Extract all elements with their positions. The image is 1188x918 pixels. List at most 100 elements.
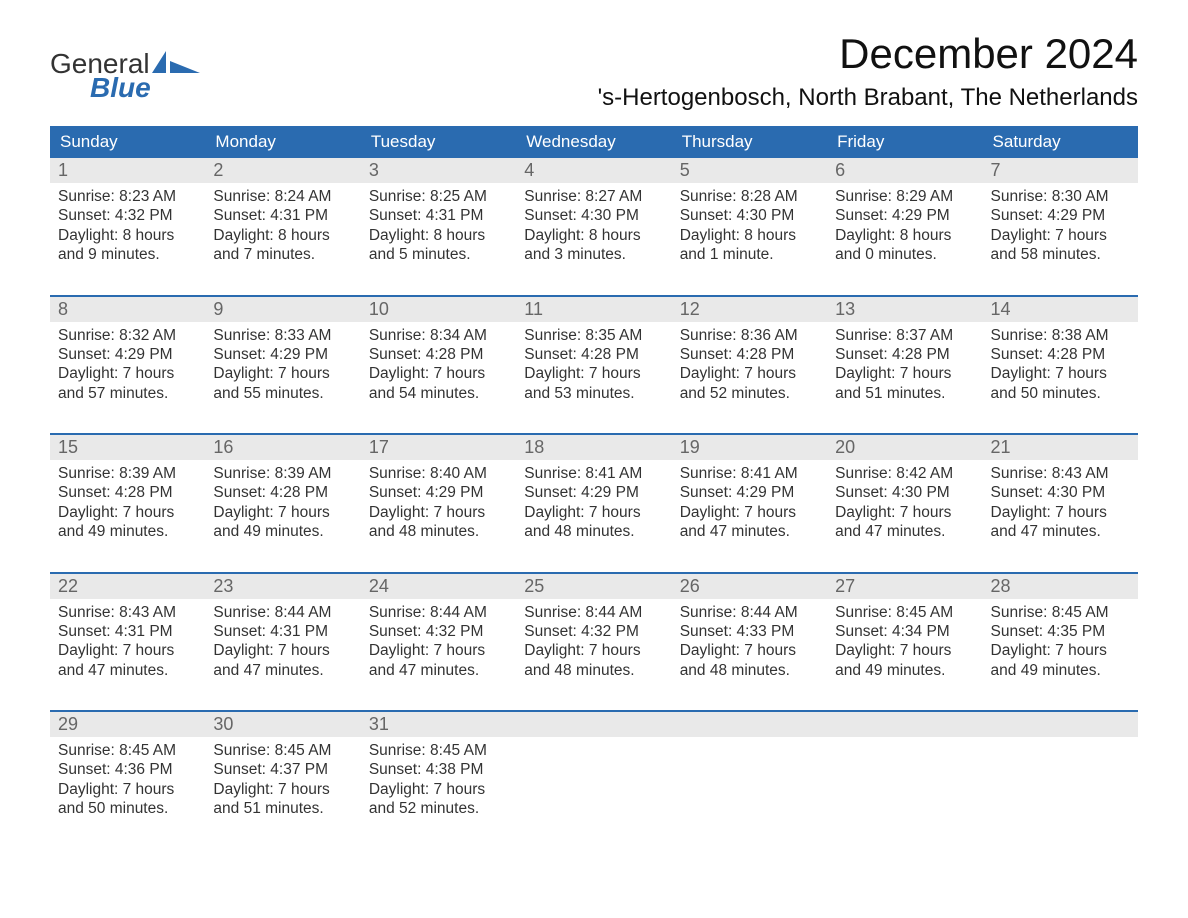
day-number: 7 — [983, 158, 1138, 183]
calendar: Sunday Monday Tuesday Wednesday Thursday… — [50, 126, 1138, 837]
sunset-text: Sunset: 4:29 PM — [680, 483, 819, 502]
sunset-text: Sunset: 4:30 PM — [835, 483, 974, 502]
calendar-day: 26Sunrise: 8:44 AMSunset: 4:33 PMDayligh… — [672, 574, 827, 699]
daylight-text: Daylight: 8 hours and 7 minutes. — [213, 226, 352, 265]
day-number: 21 — [983, 435, 1138, 460]
daylight-text: Daylight: 7 hours and 47 minutes. — [369, 641, 508, 680]
calendar-day: 20Sunrise: 8:42 AMSunset: 4:30 PMDayligh… — [827, 435, 982, 560]
calendar-day: 29Sunrise: 8:45 AMSunset: 4:36 PMDayligh… — [50, 712, 205, 837]
daylight-text: Daylight: 8 hours and 3 minutes. — [524, 226, 663, 265]
sunset-text: Sunset: 4:28 PM — [524, 345, 663, 364]
calendar-day: 17Sunrise: 8:40 AMSunset: 4:29 PMDayligh… — [361, 435, 516, 560]
daylight-text: Daylight: 7 hours and 51 minutes. — [213, 780, 352, 819]
sunset-text: Sunset: 4:38 PM — [369, 760, 508, 779]
sunset-text: Sunset: 4:29 PM — [213, 345, 352, 364]
sunrise-text: Sunrise: 8:25 AM — [369, 187, 508, 206]
daylight-text: Daylight: 7 hours and 52 minutes. — [369, 780, 508, 819]
calendar-day: 9Sunrise: 8:33 AMSunset: 4:29 PMDaylight… — [205, 297, 360, 422]
sunset-text: Sunset: 4:30 PM — [524, 206, 663, 225]
dow-tue: Tuesday — [361, 126, 516, 158]
sunrise-text: Sunrise: 8:40 AM — [369, 464, 508, 483]
sunrise-text: Sunrise: 8:29 AM — [835, 187, 974, 206]
day-details: Sunrise: 8:27 AMSunset: 4:30 PMDaylight:… — [516, 183, 671, 283]
day-details: Sunrise: 8:37 AMSunset: 4:28 PMDaylight:… — [827, 322, 982, 422]
sunset-text: Sunset: 4:32 PM — [524, 622, 663, 641]
day-details: Sunrise: 8:40 AMSunset: 4:29 PMDaylight:… — [361, 460, 516, 560]
day-details: Sunrise: 8:34 AMSunset: 4:28 PMDaylight:… — [361, 322, 516, 422]
sunset-text: Sunset: 4:28 PM — [991, 345, 1130, 364]
calendar-day: 15Sunrise: 8:39 AMSunset: 4:28 PMDayligh… — [50, 435, 205, 560]
day-details: Sunrise: 8:29 AMSunset: 4:29 PMDaylight:… — [827, 183, 982, 283]
daylight-text: Daylight: 7 hours and 48 minutes. — [680, 641, 819, 680]
daylight-text: Daylight: 7 hours and 47 minutes. — [680, 503, 819, 542]
sunset-text: Sunset: 4:29 PM — [524, 483, 663, 502]
sunset-text: Sunset: 4:32 PM — [369, 622, 508, 641]
day-details: Sunrise: 8:39 AMSunset: 4:28 PMDaylight:… — [205, 460, 360, 560]
day-details: Sunrise: 8:44 AMSunset: 4:32 PMDaylight:… — [516, 599, 671, 699]
calendar-day: 24Sunrise: 8:44 AMSunset: 4:32 PMDayligh… — [361, 574, 516, 699]
calendar-day: 1 Sunrise: 8:23 AMSunset: 4:32 PMDaylight… — [50, 158, 205, 283]
sunrise-text: Sunrise: 8:44 AM — [369, 603, 508, 622]
sunset-text: Sunset: 4:29 PM — [369, 483, 508, 502]
day-details: Sunrise: 8:43 AMSunset: 4:30 PMDaylight:… — [983, 460, 1138, 560]
day-number: 1 — [50, 158, 205, 183]
day-number: 5 — [672, 158, 827, 183]
day-number: 15 — [50, 435, 205, 460]
daylight-text: Daylight: 7 hours and 55 minutes. — [213, 364, 352, 403]
dow-sat: Saturday — [983, 126, 1138, 158]
day-number: 25 — [516, 574, 671, 599]
calendar-day: 12Sunrise: 8:36 AMSunset: 4:28 PMDayligh… — [672, 297, 827, 422]
day-details: Sunrise: 8:44 AMSunset: 4:31 PMDaylight:… — [205, 599, 360, 699]
day-details: Sunrise: 8:45 AMSunset: 4:36 PMDaylight:… — [50, 737, 205, 837]
daylight-text: Daylight: 7 hours and 49 minutes. — [213, 503, 352, 542]
daylight-text: Daylight: 8 hours and 9 minutes. — [58, 226, 197, 265]
day-number: 14 — [983, 297, 1138, 322]
brand-blue: Blue — [50, 74, 200, 102]
day-details: Sunrise: 8:45 AMSunset: 4:34 PMDaylight:… — [827, 599, 982, 699]
sunrise-text: Sunrise: 8:43 AM — [991, 464, 1130, 483]
sunset-text: Sunset: 4:29 PM — [991, 206, 1130, 225]
daylight-text: Daylight: 7 hours and 47 minutes. — [835, 503, 974, 542]
day-number — [983, 712, 1138, 737]
calendar-day: 3Sunrise: 8:25 AMSunset: 4:31 PMDaylight… — [361, 158, 516, 283]
daylight-text: Daylight: 7 hours and 51 minutes. — [835, 364, 974, 403]
sunrise-text: Sunrise: 8:45 AM — [835, 603, 974, 622]
day-number: 8 — [50, 297, 205, 322]
sunrise-text: Sunrise: 8:30 AM — [991, 187, 1130, 206]
sunset-text: Sunset: 4:37 PM — [213, 760, 352, 779]
sunset-text: Sunset: 4:32 PM — [58, 206, 197, 225]
sunrise-text: Sunrise: 8:44 AM — [524, 603, 663, 622]
calendar-day: 16Sunrise: 8:39 AMSunset: 4:28 PMDayligh… — [205, 435, 360, 560]
day-number: 31 — [361, 712, 516, 737]
sunset-text: Sunset: 4:30 PM — [680, 206, 819, 225]
daylight-text: Daylight: 7 hours and 47 minutes. — [213, 641, 352, 680]
brand-logo: General Blue — [50, 30, 200, 102]
sunrise-text: Sunrise: 8:23 AM — [58, 187, 197, 206]
sunrise-text: Sunrise: 8:44 AM — [213, 603, 352, 622]
calendar-day: 19Sunrise: 8:41 AMSunset: 4:29 PMDayligh… — [672, 435, 827, 560]
calendar-day — [516, 712, 671, 837]
day-number: 9 — [205, 297, 360, 322]
day-number: 27 — [827, 574, 982, 599]
dow-header: Sunday Monday Tuesday Wednesday Thursday… — [50, 126, 1138, 158]
calendar-day — [672, 712, 827, 837]
dow-mon: Monday — [205, 126, 360, 158]
daylight-text: Daylight: 7 hours and 54 minutes. — [369, 364, 508, 403]
sunset-text: Sunset: 4:31 PM — [58, 622, 197, 641]
daylight-text: Daylight: 7 hours and 47 minutes. — [991, 503, 1130, 542]
calendar-week: 22Sunrise: 8:43 AMSunset: 4:31 PMDayligh… — [50, 572, 1138, 699]
daylight-text: Daylight: 7 hours and 49 minutes. — [835, 641, 974, 680]
daylight-text: Daylight: 7 hours and 49 minutes. — [991, 641, 1130, 680]
location: 's-Hertogenbosch, North Brabant, The Net… — [598, 84, 1138, 112]
dow-sun: Sunday — [50, 126, 205, 158]
calendar-day: 10Sunrise: 8:34 AMSunset: 4:28 PMDayligh… — [361, 297, 516, 422]
sunrise-text: Sunrise: 8:27 AM — [524, 187, 663, 206]
day-details: Sunrise: 8:44 AMSunset: 4:32 PMDaylight:… — [361, 599, 516, 699]
day-details: Sunrise: 8:42 AMSunset: 4:30 PMDaylight:… — [827, 460, 982, 560]
day-details: Sunrise: 8:36 AMSunset: 4:28 PMDaylight:… — [672, 322, 827, 422]
calendar-day — [827, 712, 982, 837]
day-number — [672, 712, 827, 737]
sunset-text: Sunset: 4:34 PM — [835, 622, 974, 641]
day-details: Sunrise: 8:30 AMSunset: 4:29 PMDaylight:… — [983, 183, 1138, 283]
day-number — [827, 712, 982, 737]
